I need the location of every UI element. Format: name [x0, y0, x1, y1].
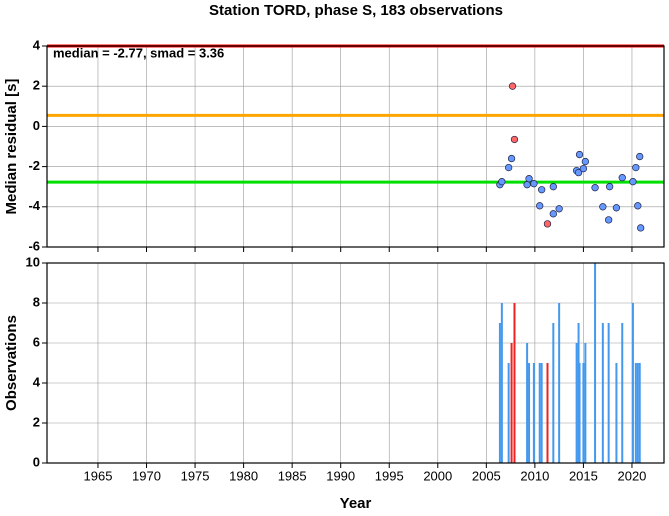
- point: [549, 183, 557, 191]
- bar: [552, 323, 555, 463]
- bar: [575, 343, 578, 463]
- point: [549, 210, 557, 218]
- point: [574, 168, 583, 177]
- x-tick-label: 1985: [278, 468, 307, 483]
- y-tick-label: 0: [33, 454, 40, 469]
- y-tick-label: 2: [33, 414, 40, 429]
- plot-frame: [46, 45, 665, 248]
- x-tick-label: 1965: [84, 468, 113, 483]
- y-tick-label: -2: [28, 158, 40, 173]
- y-axis-label: Median residual [s]: [3, 79, 20, 215]
- x-tick-label: 1980: [229, 468, 258, 483]
- point: [636, 152, 644, 161]
- x-tick-label: 1975: [181, 468, 210, 483]
- y-tick-label: 4: [33, 374, 41, 389]
- y-tick-label: 8: [33, 294, 40, 309]
- point: [632, 163, 640, 172]
- point: [634, 202, 642, 210]
- bar: [634, 363, 637, 463]
- bar: [507, 363, 510, 463]
- x-tick-label: 2000: [423, 468, 452, 483]
- bar: [500, 303, 503, 463]
- x-tick-label: 2010: [520, 468, 549, 483]
- y-tick-label: 2: [33, 78, 40, 93]
- bar: [638, 363, 641, 463]
- point: [538, 186, 546, 194]
- point: [523, 181, 531, 189]
- point: [605, 216, 613, 224]
- bar: [558, 303, 561, 463]
- x-tick-label: 2005: [472, 468, 501, 483]
- y-tick-label: 4: [33, 37, 41, 52]
- plot-frame: [46, 262, 665, 464]
- x-axis-label: Year: [340, 495, 372, 511]
- bar: [532, 363, 535, 463]
- point: [581, 157, 590, 166]
- bar: [510, 343, 513, 463]
- point: [637, 224, 645, 232]
- bar: [526, 343, 529, 463]
- bar: [498, 323, 501, 463]
- bar: [540, 363, 543, 463]
- point: [508, 82, 517, 90]
- bar: [607, 323, 610, 463]
- bar: [582, 363, 585, 463]
- point: [579, 164, 588, 173]
- y-tick-label: 10: [26, 254, 40, 269]
- chart-title: Station TORD, phase S, 183 observations: [209, 2, 503, 19]
- bar: [601, 323, 604, 463]
- bar: [615, 363, 618, 463]
- y-tick-label: 0: [33, 118, 40, 133]
- bar: [546, 363, 549, 463]
- bar: [621, 323, 624, 463]
- point: [605, 183, 614, 191]
- point: [543, 220, 552, 228]
- x-tick-label: 1990: [326, 468, 355, 483]
- bar: [636, 363, 639, 463]
- point: [525, 175, 533, 183]
- bar: [584, 343, 587, 463]
- y-tick-label: 6: [33, 334, 40, 349]
- point: [507, 154, 516, 163]
- y-tick-label: -4: [28, 198, 40, 213]
- x-tick-label: 2015: [569, 468, 598, 483]
- bar: [594, 263, 597, 463]
- bar: [631, 303, 634, 463]
- point: [591, 184, 599, 192]
- bar: [528, 363, 531, 463]
- bar: [578, 363, 581, 463]
- point: [612, 204, 621, 212]
- point: [530, 180, 538, 188]
- point: [618, 174, 626, 182]
- point: [599, 203, 607, 211]
- point: [575, 150, 584, 159]
- point: [510, 135, 519, 144]
- x-tick-label: 1970: [132, 468, 161, 483]
- x-tick-label: 1995: [375, 468, 404, 483]
- y-axis-label: Observations: [3, 315, 20, 411]
- bar: [513, 303, 516, 463]
- annotation: median = -2.77, smad = 3.36: [53, 45, 224, 60]
- point: [505, 163, 513, 172]
- point: [555, 205, 563, 213]
- point: [629, 178, 637, 186]
- x-tick-label: 2020: [617, 468, 646, 483]
- y-tick-label: -6: [28, 238, 40, 253]
- point: [498, 178, 506, 186]
- point: [536, 202, 544, 210]
- bar: [538, 363, 541, 463]
